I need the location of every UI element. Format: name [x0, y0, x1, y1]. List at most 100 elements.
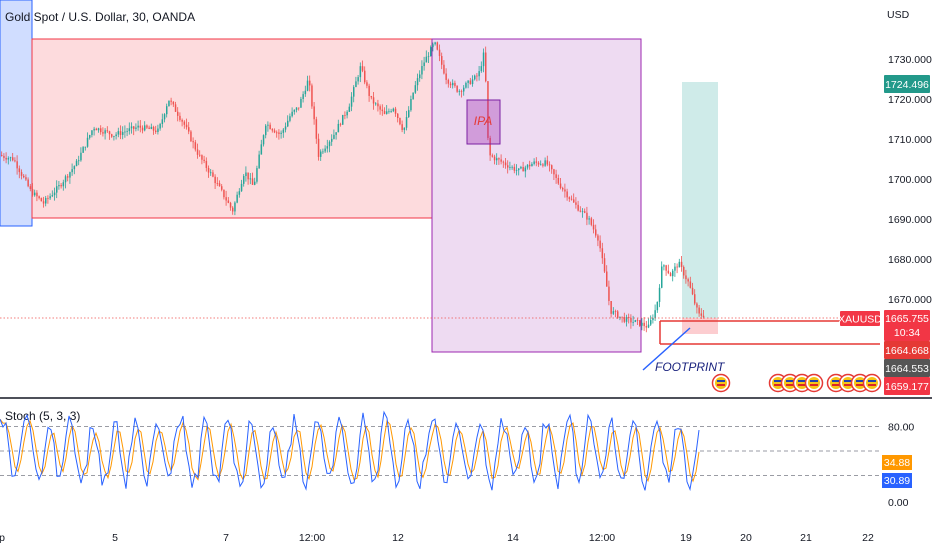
candle [240, 179, 243, 192]
long-target-zone[interactable] [682, 82, 718, 318]
long-stop-zone[interactable] [682, 318, 718, 334]
candle [218, 180, 221, 187]
candle [289, 113, 291, 123]
candle-body [645, 326, 648, 328]
candle-body [436, 42, 439, 50]
candle-body [421, 66, 423, 75]
candle-body [419, 74, 421, 79]
candle [78, 155, 80, 166]
candle [29, 183, 32, 192]
candle-body [324, 148, 326, 152]
candle [427, 52, 430, 63]
purple-range-zone[interactable] [431, 38, 642, 353]
us-flag-icon[interactable] [862, 373, 882, 393]
candle [685, 269, 687, 284]
candle [625, 314, 628, 327]
candle-body [146, 125, 148, 128]
flag-stripe [844, 384, 852, 386]
candle [412, 92, 414, 100]
candle-body [317, 138, 320, 157]
candle-body [698, 307, 700, 314]
candle [174, 101, 177, 112]
candle [139, 120, 142, 133]
candle-body [636, 320, 639, 321]
candle-body [683, 266, 685, 276]
price-tick-label: 1720.000 [888, 94, 932, 106]
ipa-box[interactable] [466, 99, 501, 145]
us-flag-icon[interactable] [804, 373, 824, 393]
drawing-zones[interactable] [0, 0, 718, 353]
footprint-trendline[interactable] [642, 327, 691, 371]
candle [122, 126, 124, 140]
symbol-badge-bg [840, 311, 880, 326]
candle [397, 113, 399, 123]
candle [313, 101, 315, 125]
candle-body [364, 70, 366, 83]
candle-body [665, 265, 667, 271]
candle-body [507, 165, 509, 168]
candle-body [14, 160, 16, 162]
candle-body [265, 125, 267, 136]
candle-body [29, 186, 32, 190]
candle-body [139, 125, 142, 128]
candle-body [247, 172, 249, 180]
candle-body [40, 198, 43, 202]
candle-body [687, 279, 689, 282]
candle-body [232, 207, 234, 212]
candle [287, 115, 289, 128]
footprint-label: FOOTPRINT [655, 360, 726, 374]
level-badge-1: 1664.668 [884, 341, 930, 359]
candle-body [130, 126, 133, 129]
candle-body [276, 132, 278, 134]
price-axis[interactable]: 1730.000 1720.000 1710.000 1700.000 1690.000… [888, 54, 932, 306]
candle [500, 154, 502, 165]
candle-body [504, 162, 507, 166]
flag-stripe [798, 380, 806, 382]
flag-stripe [810, 384, 818, 386]
candle-body [524, 167, 527, 172]
candle [14, 157, 16, 163]
candle-body [36, 192, 38, 197]
candle-body [399, 118, 401, 125]
candle [326, 139, 329, 153]
time-tick-label: 7 [223, 532, 229, 544]
blue-zone[interactable] [0, 0, 33, 227]
stochastic-axis[interactable]: 80.00 0.00 34.88 30.89 [882, 421, 914, 509]
candle [379, 104, 381, 115]
candle [386, 105, 388, 115]
us-flag-icon[interactable] [711, 373, 731, 393]
level-badge-2-bg [884, 359, 930, 377]
candle [89, 134, 91, 140]
price-tick-label: 1680.000 [888, 254, 932, 266]
stochastic-pane [0, 410, 880, 492]
candle-body [493, 156, 496, 161]
candle-body [254, 181, 256, 185]
time-axis[interactable]: p 5 7 12:00 12 14 12:00 19 20 21 22 [0, 532, 874, 544]
candle-body [608, 286, 610, 301]
candle-body [661, 266, 663, 288]
candle-body [18, 168, 21, 173]
red-range-zone[interactable] [31, 38, 433, 219]
candle-body [221, 186, 223, 190]
candle [302, 91, 304, 103]
candle [489, 135, 491, 161]
candle [548, 161, 551, 172]
candle-body [656, 301, 659, 311]
event-icons[interactable] [711, 373, 882, 393]
countdown-text: 10:34 [894, 327, 920, 339]
candle [346, 110, 348, 119]
candle [410, 95, 412, 112]
stoch-k-badge: 34.88 [882, 455, 912, 470]
candle [260, 139, 263, 155]
candle-body [579, 210, 582, 212]
price-tick-label: 1670.000 [888, 294, 932, 306]
candle [185, 118, 188, 130]
candle [377, 99, 379, 112]
candle [634, 319, 637, 323]
candle-body [111, 134, 113, 137]
candle-body [606, 271, 608, 287]
candle-body [634, 320, 637, 322]
candle [126, 127, 128, 137]
